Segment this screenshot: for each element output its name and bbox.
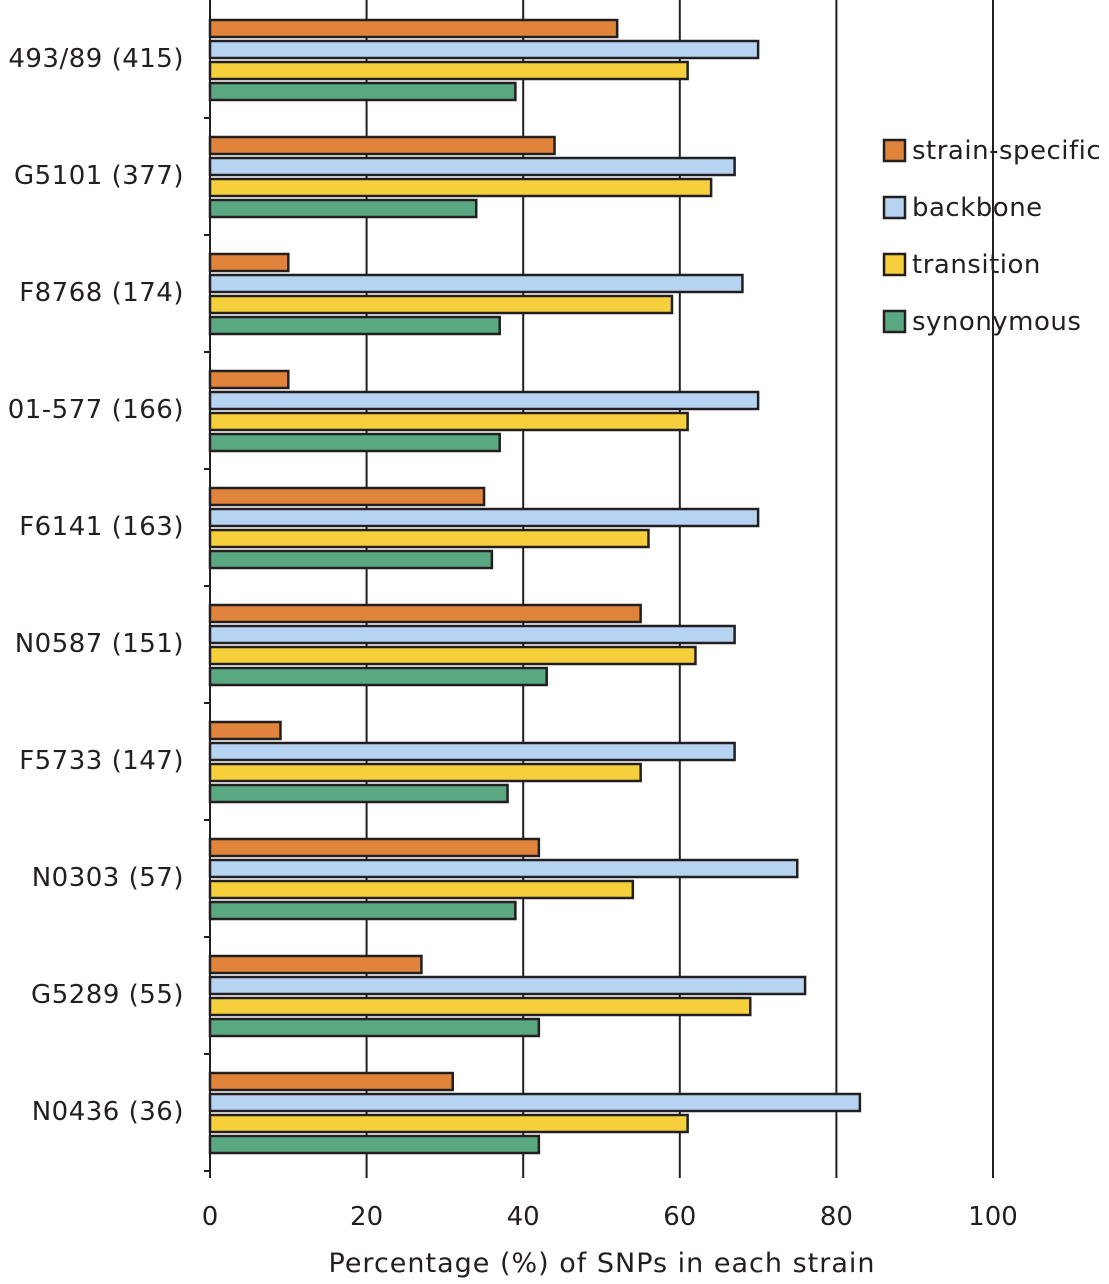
- bar-backbone: [208, 858, 799, 879]
- bar-synonymous: [208, 666, 548, 687]
- legend-swatch-strain-specific: [882, 138, 907, 163]
- bar-transition: [208, 528, 650, 549]
- bar-backbone: [208, 975, 807, 996]
- bar-transition: [208, 1113, 689, 1134]
- x-tick-label: 80: [820, 1202, 853, 1232]
- bar-synonymous: [208, 549, 494, 570]
- bar-synonymous: [208, 315, 501, 336]
- category-label: 01-577 (166): [8, 395, 184, 425]
- bar-backbone: [208, 156, 736, 177]
- legend-swatch-backbone: [882, 195, 907, 220]
- bar-synonymous: [208, 1134, 541, 1155]
- bar-backbone: [208, 624, 736, 645]
- bar-backbone: [208, 507, 760, 528]
- bar-synonymous: [208, 198, 478, 219]
- axes: [204, 0, 994, 1178]
- bar-transition: [208, 996, 752, 1017]
- bar-transition: [208, 879, 635, 900]
- bar-backbone: [208, 741, 736, 762]
- legend-label: backbone: [912, 193, 1043, 223]
- bar-synonymous: [208, 900, 517, 921]
- bar-backbone: [208, 1092, 862, 1113]
- bars: [208, 18, 862, 1155]
- bar-strain-specific: [208, 135, 556, 156]
- bar-synonymous: [208, 1017, 541, 1038]
- category-labels: 493/89 (415) G5101 (377) F8768 (174) 01-577…: [8, 44, 184, 1127]
- bar-strain-specific: [208, 18, 619, 39]
- legend-swatch-transition: [882, 252, 907, 277]
- category-label: F5733 (147): [19, 746, 184, 776]
- bar-synonymous: [208, 432, 501, 453]
- legend-label: transition: [912, 250, 1041, 280]
- category-label: G5101 (377): [14, 161, 184, 191]
- bar-transition: [208, 645, 697, 666]
- category-label: G5289 (55): [31, 980, 184, 1010]
- legend: strain-specific backbone transition synonym…: [882, 136, 1101, 337]
- bar-strain-specific: [208, 954, 423, 975]
- bar-transition: [208, 411, 689, 432]
- x-tick-label: 20: [350, 1202, 383, 1232]
- legend-swatch-synonymous: [882, 309, 907, 334]
- category-label: F6141 (163): [19, 512, 184, 542]
- bar-strain-specific: [208, 720, 282, 741]
- bar-synonymous: [208, 81, 517, 102]
- category-label: 493/89 (415): [8, 44, 184, 74]
- bar-strain-specific: [208, 486, 486, 507]
- bar-backbone: [208, 39, 760, 60]
- category-label: N0587 (151): [15, 629, 184, 659]
- legend-label: synonymous: [912, 307, 1081, 337]
- category-label: N0436 (36): [32, 1097, 184, 1127]
- bar-transition: [208, 60, 689, 81]
- bar-strain-specific: [208, 252, 290, 273]
- x-tick-label: 40: [507, 1202, 540, 1232]
- legend-label: strain-specific: [912, 136, 1101, 166]
- bar-strain-specific: [208, 603, 642, 624]
- bar-synonymous: [208, 783, 509, 804]
- x-tick-label: 100: [968, 1202, 1018, 1232]
- bar-strain-specific: [208, 1071, 454, 1092]
- bar-transition: [208, 294, 674, 315]
- x-tick-label: 0: [202, 1202, 219, 1232]
- bar-strain-specific: [208, 369, 290, 390]
- bar-backbone: [208, 273, 744, 294]
- bar-strain-specific: [208, 837, 541, 858]
- x-tick-labels: 0 20 40 60 80 100: [202, 1202, 1018, 1232]
- bar-transition: [208, 762, 642, 783]
- bar-transition: [208, 177, 713, 198]
- x-tick-label: 60: [663, 1202, 696, 1232]
- category-label: F8768 (174): [19, 278, 184, 308]
- bar-backbone: [208, 390, 760, 411]
- category-label: N0303 (57): [32, 863, 184, 893]
- x-axis-title: Percentage (%) of SNPs in each strain: [329, 1248, 876, 1279]
